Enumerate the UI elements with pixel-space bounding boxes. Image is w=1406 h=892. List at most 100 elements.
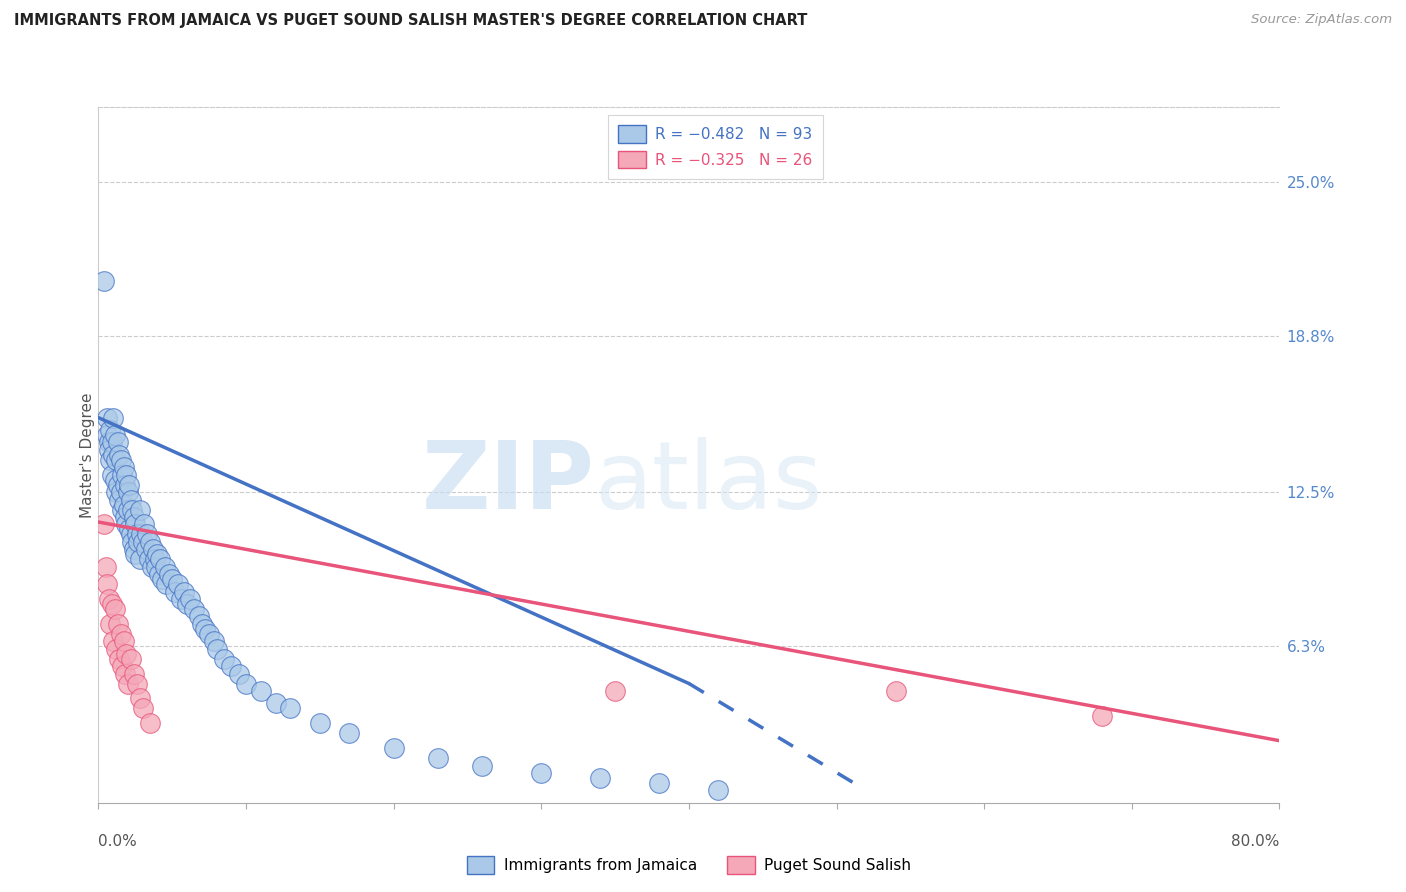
Point [471, 758, 494, 772]
Point [107, 616, 129, 631]
Point [135, 542, 157, 557]
Point [139, 716, 162, 731]
Point [309, 716, 332, 731]
Point [117, 485, 139, 500]
Point [124, 517, 146, 532]
Point [122, 510, 145, 524]
Point [120, 651, 142, 665]
Point [142, 542, 165, 557]
Point [108, 448, 131, 462]
Point [202, 634, 225, 648]
Point [118, 523, 141, 537]
Point [97, 592, 120, 607]
Point [105, 485, 128, 500]
Point [117, 676, 139, 690]
Point [112, 634, 135, 648]
Point [104, 602, 127, 616]
Text: Source: ZipAtlas.com: Source: ZipAtlas.com [1251, 13, 1392, 27]
Point [278, 701, 302, 715]
Point [111, 467, 134, 482]
Point [150, 572, 173, 586]
Point [110, 453, 132, 467]
Point [105, 453, 128, 467]
Point [98, 453, 121, 467]
Text: atlas: atlas [595, 437, 823, 529]
Point [121, 535, 143, 549]
Point [125, 676, 148, 690]
Point [648, 776, 671, 790]
Point [112, 460, 135, 475]
Point [707, 783, 730, 797]
Point [100, 435, 122, 450]
Point [103, 634, 125, 648]
Point [120, 492, 142, 507]
Point [129, 527, 152, 541]
Point [104, 473, 127, 487]
Point [191, 616, 214, 631]
Point [97, 435, 120, 450]
Point [128, 691, 150, 706]
Point [128, 552, 150, 566]
Point [143, 552, 166, 566]
Point [103, 410, 125, 425]
Point [198, 627, 221, 641]
Point [138, 552, 160, 566]
Point [219, 659, 242, 673]
Point [148, 567, 170, 582]
Point [382, 741, 405, 756]
Point [136, 527, 159, 541]
Point [93, 274, 115, 288]
Text: 80.0%: 80.0% [1232, 834, 1279, 849]
Point [110, 627, 132, 641]
Point [121, 502, 143, 516]
Point [122, 666, 145, 681]
Point [124, 547, 146, 561]
Point [94, 559, 117, 574]
Point [114, 510, 136, 524]
Point [107, 477, 129, 491]
Point [145, 559, 167, 574]
Point [118, 477, 141, 491]
Point [139, 535, 162, 549]
Point [103, 448, 125, 462]
Point [153, 559, 176, 574]
Point [111, 502, 134, 516]
Point [100, 597, 122, 611]
Legend: Immigrants from Jamaica, Puget Sound Salish: Immigrants from Jamaica, Puget Sound Sal… [461, 850, 917, 880]
Point [120, 527, 142, 541]
Point [128, 502, 150, 516]
Point [235, 676, 257, 690]
Point [114, 477, 136, 491]
Point [100, 467, 122, 482]
Point [264, 697, 287, 711]
Point [194, 622, 217, 636]
Point [176, 597, 198, 611]
Y-axis label: Master's Degree: Master's Degree [80, 392, 94, 517]
Point [125, 527, 148, 541]
Point [250, 684, 273, 698]
Text: 0.0%: 0.0% [98, 834, 138, 849]
Point [339, 726, 360, 740]
Point [132, 535, 155, 549]
Point [108, 492, 131, 507]
Point [122, 542, 145, 557]
Point [108, 651, 131, 665]
Point [162, 572, 183, 586]
Point [96, 410, 118, 425]
Point [98, 423, 121, 437]
Point [589, 771, 612, 785]
Point [146, 547, 169, 561]
Point [107, 435, 129, 450]
Point [427, 751, 450, 765]
Point [96, 577, 118, 591]
Point [155, 577, 177, 591]
Point [115, 517, 138, 532]
Point [228, 666, 250, 681]
Point [115, 467, 138, 482]
Point [530, 766, 553, 780]
Point [179, 592, 201, 607]
Point [183, 602, 205, 616]
Point [157, 567, 180, 582]
Point [115, 647, 138, 661]
Point [605, 684, 627, 698]
